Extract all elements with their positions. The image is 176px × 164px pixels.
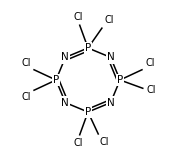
Text: P: P xyxy=(117,75,123,85)
Text: P: P xyxy=(85,43,91,53)
Text: P: P xyxy=(85,107,91,117)
Text: Cl: Cl xyxy=(104,15,114,25)
Text: Cl: Cl xyxy=(74,138,83,148)
Text: Cl: Cl xyxy=(146,85,156,95)
Text: N: N xyxy=(61,52,69,62)
Text: Cl: Cl xyxy=(21,58,31,68)
Text: Cl: Cl xyxy=(74,12,83,22)
Text: Cl: Cl xyxy=(145,58,155,68)
Text: Cl: Cl xyxy=(21,92,31,102)
Text: P: P xyxy=(53,75,59,85)
Text: N: N xyxy=(107,98,115,108)
Text: N: N xyxy=(61,98,69,108)
Text: N: N xyxy=(107,52,115,62)
Text: Cl: Cl xyxy=(100,137,109,147)
